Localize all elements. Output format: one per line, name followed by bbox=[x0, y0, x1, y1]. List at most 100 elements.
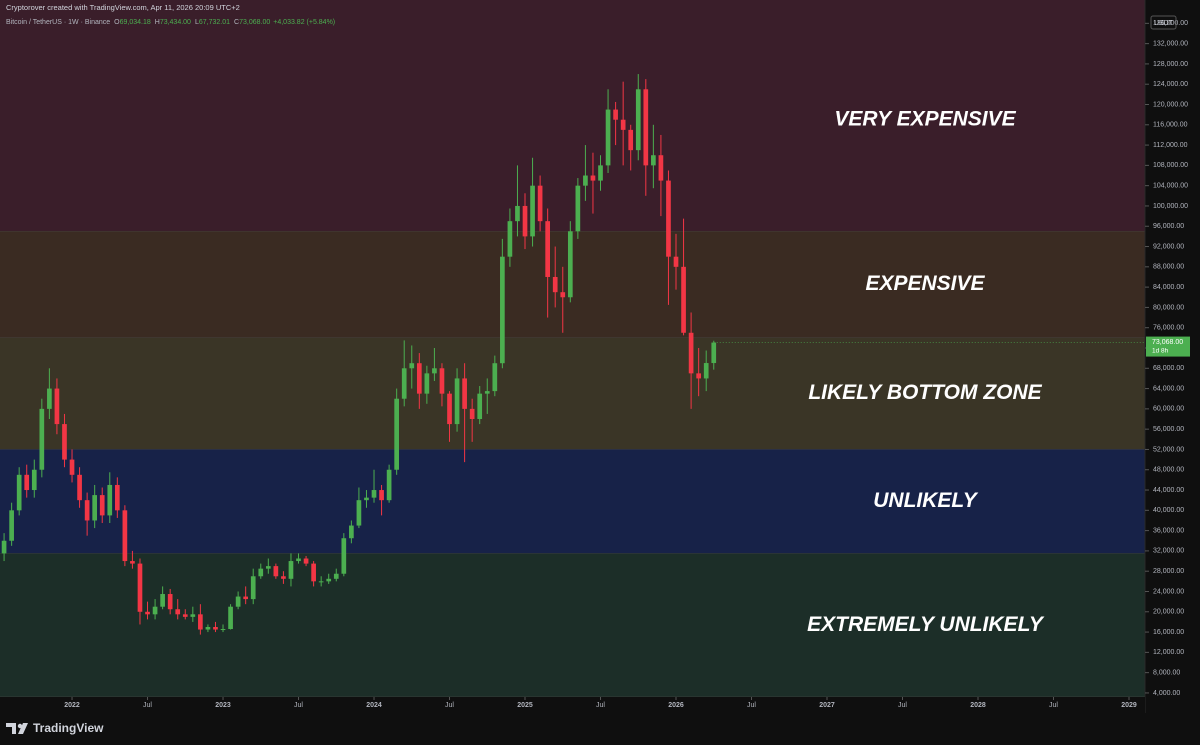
candle-body bbox=[628, 129, 634, 151]
zone-label: EXTREMELY UNLIKELY bbox=[807, 613, 1045, 636]
y-tick-label: 84,000.00 bbox=[1153, 284, 1184, 291]
candle-body bbox=[583, 175, 588, 186]
candle-body bbox=[220, 629, 226, 631]
candle-body bbox=[31, 469, 37, 491]
candle-body bbox=[258, 568, 264, 577]
x-tick-label: 2029 bbox=[1121, 702, 1137, 709]
candle-body bbox=[515, 205, 520, 222]
tradingview-logo bbox=[6, 723, 28, 734]
y-tick-label: 60,000.00 bbox=[1153, 406, 1184, 413]
candle-body bbox=[416, 363, 422, 394]
y-tick-label: 48,000.00 bbox=[1153, 467, 1184, 474]
y-tick-label: 124,000.00 bbox=[1153, 81, 1188, 88]
candle-body bbox=[371, 490, 377, 498]
candle-body bbox=[190, 614, 196, 617]
y-tick-label: 68,000.00 bbox=[1153, 365, 1184, 372]
legend-text: 67,732.01 bbox=[199, 19, 230, 26]
candle-body bbox=[145, 611, 150, 615]
candle-body bbox=[137, 563, 143, 612]
zone-label: LIKELY BOTTOM ZONE bbox=[808, 381, 1042, 404]
candle-body bbox=[47, 388, 52, 409]
legend-text: 69,034.18 bbox=[120, 19, 151, 26]
x-tick-label: 2022 bbox=[64, 702, 80, 709]
zone bbox=[0, 0, 1145, 232]
candle-body bbox=[545, 221, 551, 277]
candle-body bbox=[658, 155, 664, 181]
candle-body bbox=[130, 561, 135, 564]
legend-text: O bbox=[114, 19, 120, 26]
candle-body bbox=[92, 495, 98, 521]
candle-body bbox=[349, 525, 354, 539]
candle-body bbox=[228, 606, 233, 630]
candle-body bbox=[386, 469, 392, 501]
candle-body bbox=[500, 256, 505, 364]
x-tick-label: 2027 bbox=[819, 702, 835, 709]
y-tick-label: 52,000.00 bbox=[1153, 446, 1184, 453]
symbol-legend: Bitcoin / TetherUS · 1W · Binance O69,034… bbox=[6, 19, 335, 26]
x-tick-label: Jul bbox=[747, 702, 756, 709]
y-tick-label: 40,000.00 bbox=[1153, 507, 1184, 514]
candle-body bbox=[560, 292, 566, 298]
candle-body bbox=[598, 165, 603, 181]
y-tick-label: 96,000.00 bbox=[1153, 223, 1184, 230]
x-tick-label: 2024 bbox=[366, 702, 382, 709]
candle-body bbox=[477, 393, 483, 420]
candle-body bbox=[537, 185, 543, 222]
y-tick-label: 116,000.00 bbox=[1153, 122, 1188, 129]
candle-body bbox=[484, 391, 490, 394]
candle-body bbox=[16, 474, 22, 511]
y-tick-label: 24,000.00 bbox=[1153, 588, 1184, 595]
candle-body bbox=[318, 581, 324, 583]
candle-body bbox=[696, 373, 701, 379]
y-tick-label: 132,000.00 bbox=[1153, 40, 1188, 47]
candle-body bbox=[356, 500, 362, 526]
y-tick-label: 104,000.00 bbox=[1153, 183, 1188, 190]
currency-box bbox=[1150, 15, 1177, 30]
y-tick-label: 56,000.00 bbox=[1153, 426, 1184, 433]
candle-body bbox=[62, 424, 67, 460]
candle-body bbox=[469, 408, 475, 420]
candle-body bbox=[507, 221, 513, 257]
candle-body bbox=[84, 500, 90, 521]
y-tick-label: 76,000.00 bbox=[1153, 325, 1184, 332]
candle-body bbox=[213, 626, 218, 630]
y-tick-label: 108,000.00 bbox=[1153, 162, 1188, 169]
y-tick-label: 16,000.00 bbox=[1153, 629, 1184, 636]
candle-body bbox=[296, 558, 301, 562]
candle-body bbox=[711, 342, 717, 364]
candle-body bbox=[681, 266, 686, 333]
plot-area: VERY EXPENSIVE EXPENSIVE LIKELY BOTTOM ZON… bbox=[0, 0, 1145, 698]
candle-body bbox=[160, 594, 165, 607]
candle-body bbox=[613, 109, 618, 120]
candle-body bbox=[643, 89, 649, 166]
candle-body bbox=[567, 231, 573, 298]
candle-body bbox=[69, 459, 75, 475]
x-tick-label: 2026 bbox=[668, 702, 684, 709]
time-axis bbox=[0, 697, 1145, 713]
candle-body bbox=[326, 578, 332, 582]
legend-text: H bbox=[155, 19, 160, 26]
candle-body bbox=[288, 561, 294, 579]
candle-body bbox=[492, 363, 498, 392]
candle-body bbox=[265, 566, 271, 569]
candle-body bbox=[250, 576, 256, 600]
candle-body bbox=[432, 368, 437, 374]
zone-label: VERY EXPENSIVE bbox=[834, 107, 1016, 130]
candle-body bbox=[152, 606, 158, 615]
candle-body bbox=[401, 368, 407, 399]
candle-body bbox=[635, 89, 641, 151]
candle-body bbox=[341, 538, 347, 574]
candle-body bbox=[703, 363, 709, 379]
candle-body bbox=[9, 510, 14, 541]
candle-body bbox=[24, 474, 30, 491]
legend-text: Bitcoin / TetherUS · 1W · Binance bbox=[6, 19, 110, 26]
candle-body bbox=[273, 566, 279, 577]
y-tick-label: 4,000.00 bbox=[1153, 690, 1180, 697]
x-tick-label: 2025 bbox=[517, 702, 533, 709]
y-tick-label: 64,000.00 bbox=[1153, 385, 1184, 392]
x-tick-label: 2023 bbox=[215, 702, 231, 709]
x-tick-label: Jul bbox=[445, 702, 454, 709]
last-price-label: 73,068.00 bbox=[1152, 339, 1183, 346]
